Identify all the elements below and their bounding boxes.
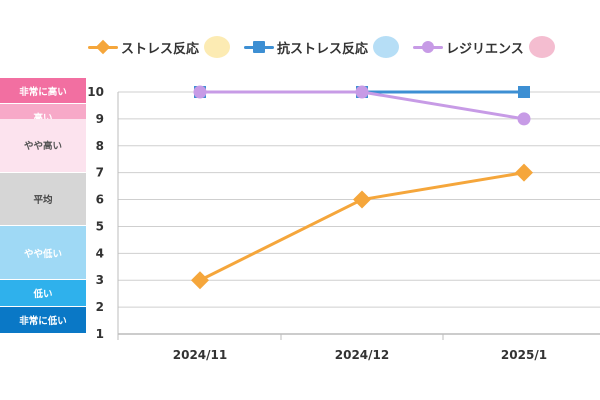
data-point-diamond (191, 271, 209, 290)
legend-swatch (88, 39, 118, 55)
y-tick-label: 8 (96, 139, 104, 153)
legend-item: レジリエンス (413, 36, 555, 58)
data-point-diamond (515, 163, 533, 182)
y-tick-label: 5 (96, 219, 104, 233)
y-tick-label: 4 (96, 246, 104, 260)
x-tick-label: 2024/12 (335, 348, 389, 362)
legend-label: 抗ストレス反応 (277, 41, 369, 57)
chart-legend: ストレス反応 抗ストレス反応 レジリエンス (88, 34, 555, 60)
data-point-diamond (353, 190, 371, 209)
legend-label: レジリエンス (446, 41, 524, 57)
y-tick-label: 1 (96, 327, 104, 341)
data-point-circle (355, 85, 369, 99)
data-point-circle (193, 85, 207, 99)
x-tick-label: 2024/11 (173, 348, 227, 362)
y-tick-label: 7 (96, 166, 104, 180)
y-tick-label: 9 (96, 112, 104, 126)
blue-mascot-icon (373, 36, 400, 58)
y-tick-label: 2 (96, 300, 104, 314)
scale-band: 平均 (0, 172, 86, 226)
cloud-mascot-icon (204, 36, 231, 58)
flag-icon (528, 36, 555, 58)
y-tick-label: 10 (87, 85, 104, 99)
legend-swatch (244, 40, 275, 54)
x-tick-label: 2025/1 (501, 348, 547, 362)
scale-band: 非常に高い (0, 78, 86, 103)
legend-label: ストレス反応 (121, 41, 200, 57)
data-point-circle (517, 112, 531, 126)
legend-swatch (413, 40, 444, 54)
scale-band: やや高い (0, 118, 86, 172)
scale-band: やや低い (0, 226, 86, 280)
y-tick-label: 3 (96, 273, 104, 287)
y-tick-label: 6 (96, 193, 104, 207)
data-point-square (518, 86, 530, 98)
scale-band: 非常に低い (0, 307, 86, 333)
scale-band: 低い (0, 280, 86, 307)
legend-item: ストレス反応 (88, 36, 231, 58)
legend-item: 抗ストレス反応 (244, 36, 400, 58)
